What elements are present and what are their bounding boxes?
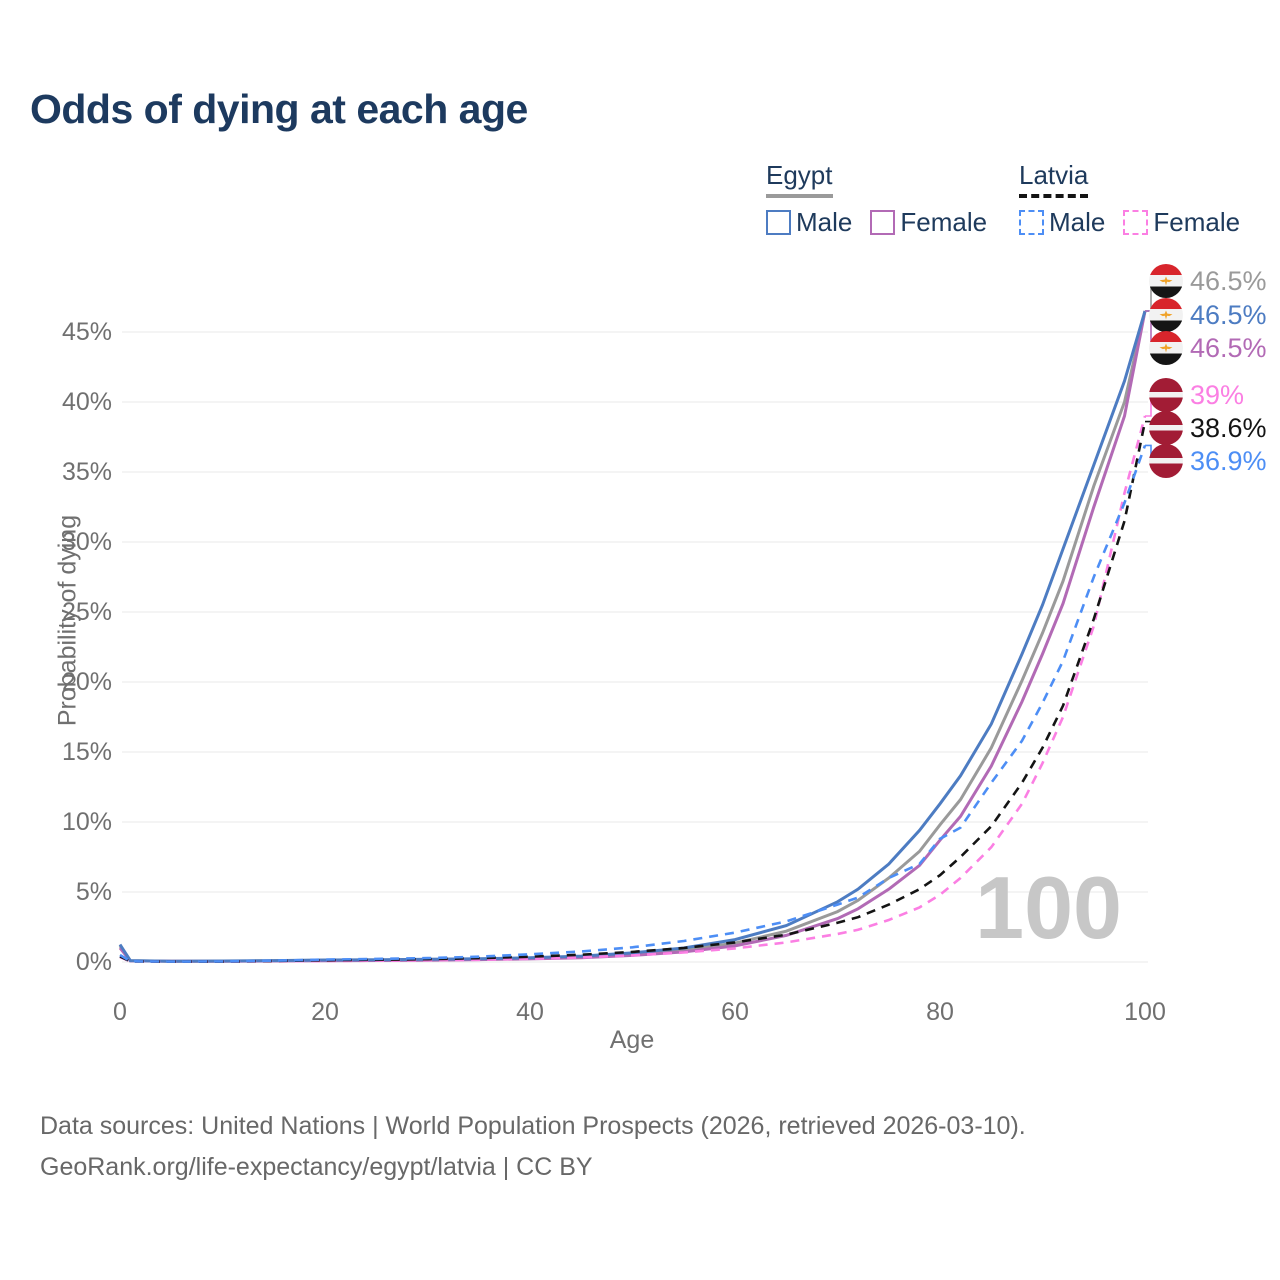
x-tick-label: 80 xyxy=(926,998,954,1026)
egypt-female-swatch-icon xyxy=(870,210,896,235)
eagle-emblem-icon xyxy=(1159,310,1173,320)
legend-label: Male xyxy=(1049,207,1106,237)
egypt-flag-icon xyxy=(1149,298,1183,332)
end-label-row-egypt-female: 46.5% xyxy=(1149,330,1267,366)
y-tick-label: 10% xyxy=(62,808,112,836)
data-source-note: Data sources: United Nations | World Pop… xyxy=(40,1106,1026,1187)
legend-items-latvia: Male Female xyxy=(1019,207,1258,238)
eagle-emblem-icon xyxy=(1159,343,1173,353)
legend-item-latvia-male[interactable]: Male xyxy=(1019,207,1105,238)
x-tick-label: 40 xyxy=(516,998,544,1026)
y-tick-label: 15% xyxy=(62,738,112,766)
x-tick-label: 20 xyxy=(311,998,339,1026)
y-axis-title: Probability of dying xyxy=(53,514,82,727)
egypt-flag-icon xyxy=(1149,331,1183,365)
end-value-label: 46.5% xyxy=(1190,332,1267,363)
egypt-male-swatch-icon xyxy=(766,210,791,235)
x-tick-label: 60 xyxy=(721,998,749,1026)
end-value-label: 39% xyxy=(1190,379,1245,410)
end-label-row-egypt-male: 46.5% xyxy=(1149,297,1267,333)
legend-group-egypt: Egypt Male Female xyxy=(766,160,1005,238)
end-value-label: 46.5% xyxy=(1190,299,1267,330)
x-tick-label: 0 xyxy=(113,998,127,1026)
y-tick-label: 40% xyxy=(62,388,112,416)
end-label-row-latvia-female: 39% xyxy=(1149,377,1244,413)
legend-label: Female xyxy=(900,207,988,237)
y-tick-label: 20% xyxy=(62,668,112,696)
latvia-flag-icon xyxy=(1149,378,1183,412)
legend-label: Female xyxy=(1153,207,1241,237)
latvia-flag-icon xyxy=(1149,411,1183,445)
y-tick-label: 30% xyxy=(62,528,112,556)
latvia-female-swatch-icon xyxy=(1123,210,1149,235)
age-watermark: 100 xyxy=(975,858,1122,957)
end-label-row-latvia-male: 36.9% xyxy=(1149,443,1267,479)
y-tick-label: 45% xyxy=(62,318,112,346)
legend-item-egypt-male[interactable]: Male xyxy=(766,207,852,238)
legend-group-latvia: Latvia Male Female xyxy=(1019,160,1258,238)
y-tick-label: 25% xyxy=(62,598,112,626)
source-line-2: GeoRank.org/life-expectancy/egypt/latvia… xyxy=(40,1152,593,1181)
egypt-flag-icon xyxy=(1149,264,1183,298)
source-line-1: Data sources: United Nations | World Pop… xyxy=(40,1112,1026,1140)
page-title: Odds of dying at each age xyxy=(30,86,528,132)
y-tick-label: 35% xyxy=(62,458,112,486)
x-tick-label: 100 xyxy=(1124,998,1166,1026)
legend-item-latvia-female[interactable]: Female xyxy=(1123,207,1240,238)
latvia-male-swatch-icon xyxy=(1019,210,1044,235)
y-tick-label: 5% xyxy=(76,878,112,906)
end-label-row-latvia-total: 38.6% xyxy=(1149,410,1267,446)
legend-item-egypt-female[interactable]: Female xyxy=(870,207,987,238)
end-value-label: 36.9% xyxy=(1190,445,1267,476)
legend-country-latvia: Latvia xyxy=(1019,160,1089,198)
legend-label: Male xyxy=(796,207,853,237)
series-line-latvia-male xyxy=(119,444,1147,963)
latvia-flag-icon xyxy=(1149,444,1183,478)
end-value-label: 38.6% xyxy=(1190,412,1267,443)
legend-items-egypt: Male Female xyxy=(766,207,1005,238)
end-label-row-egypt-total: 46.5% xyxy=(1149,263,1267,299)
x-axis-title: Age xyxy=(609,1026,655,1054)
y-tick-label: 0% xyxy=(76,948,112,976)
end-value-label: 46.5% xyxy=(1190,265,1267,296)
legend-country-egypt: Egypt xyxy=(766,160,833,198)
eagle-emblem-icon xyxy=(1159,276,1173,286)
